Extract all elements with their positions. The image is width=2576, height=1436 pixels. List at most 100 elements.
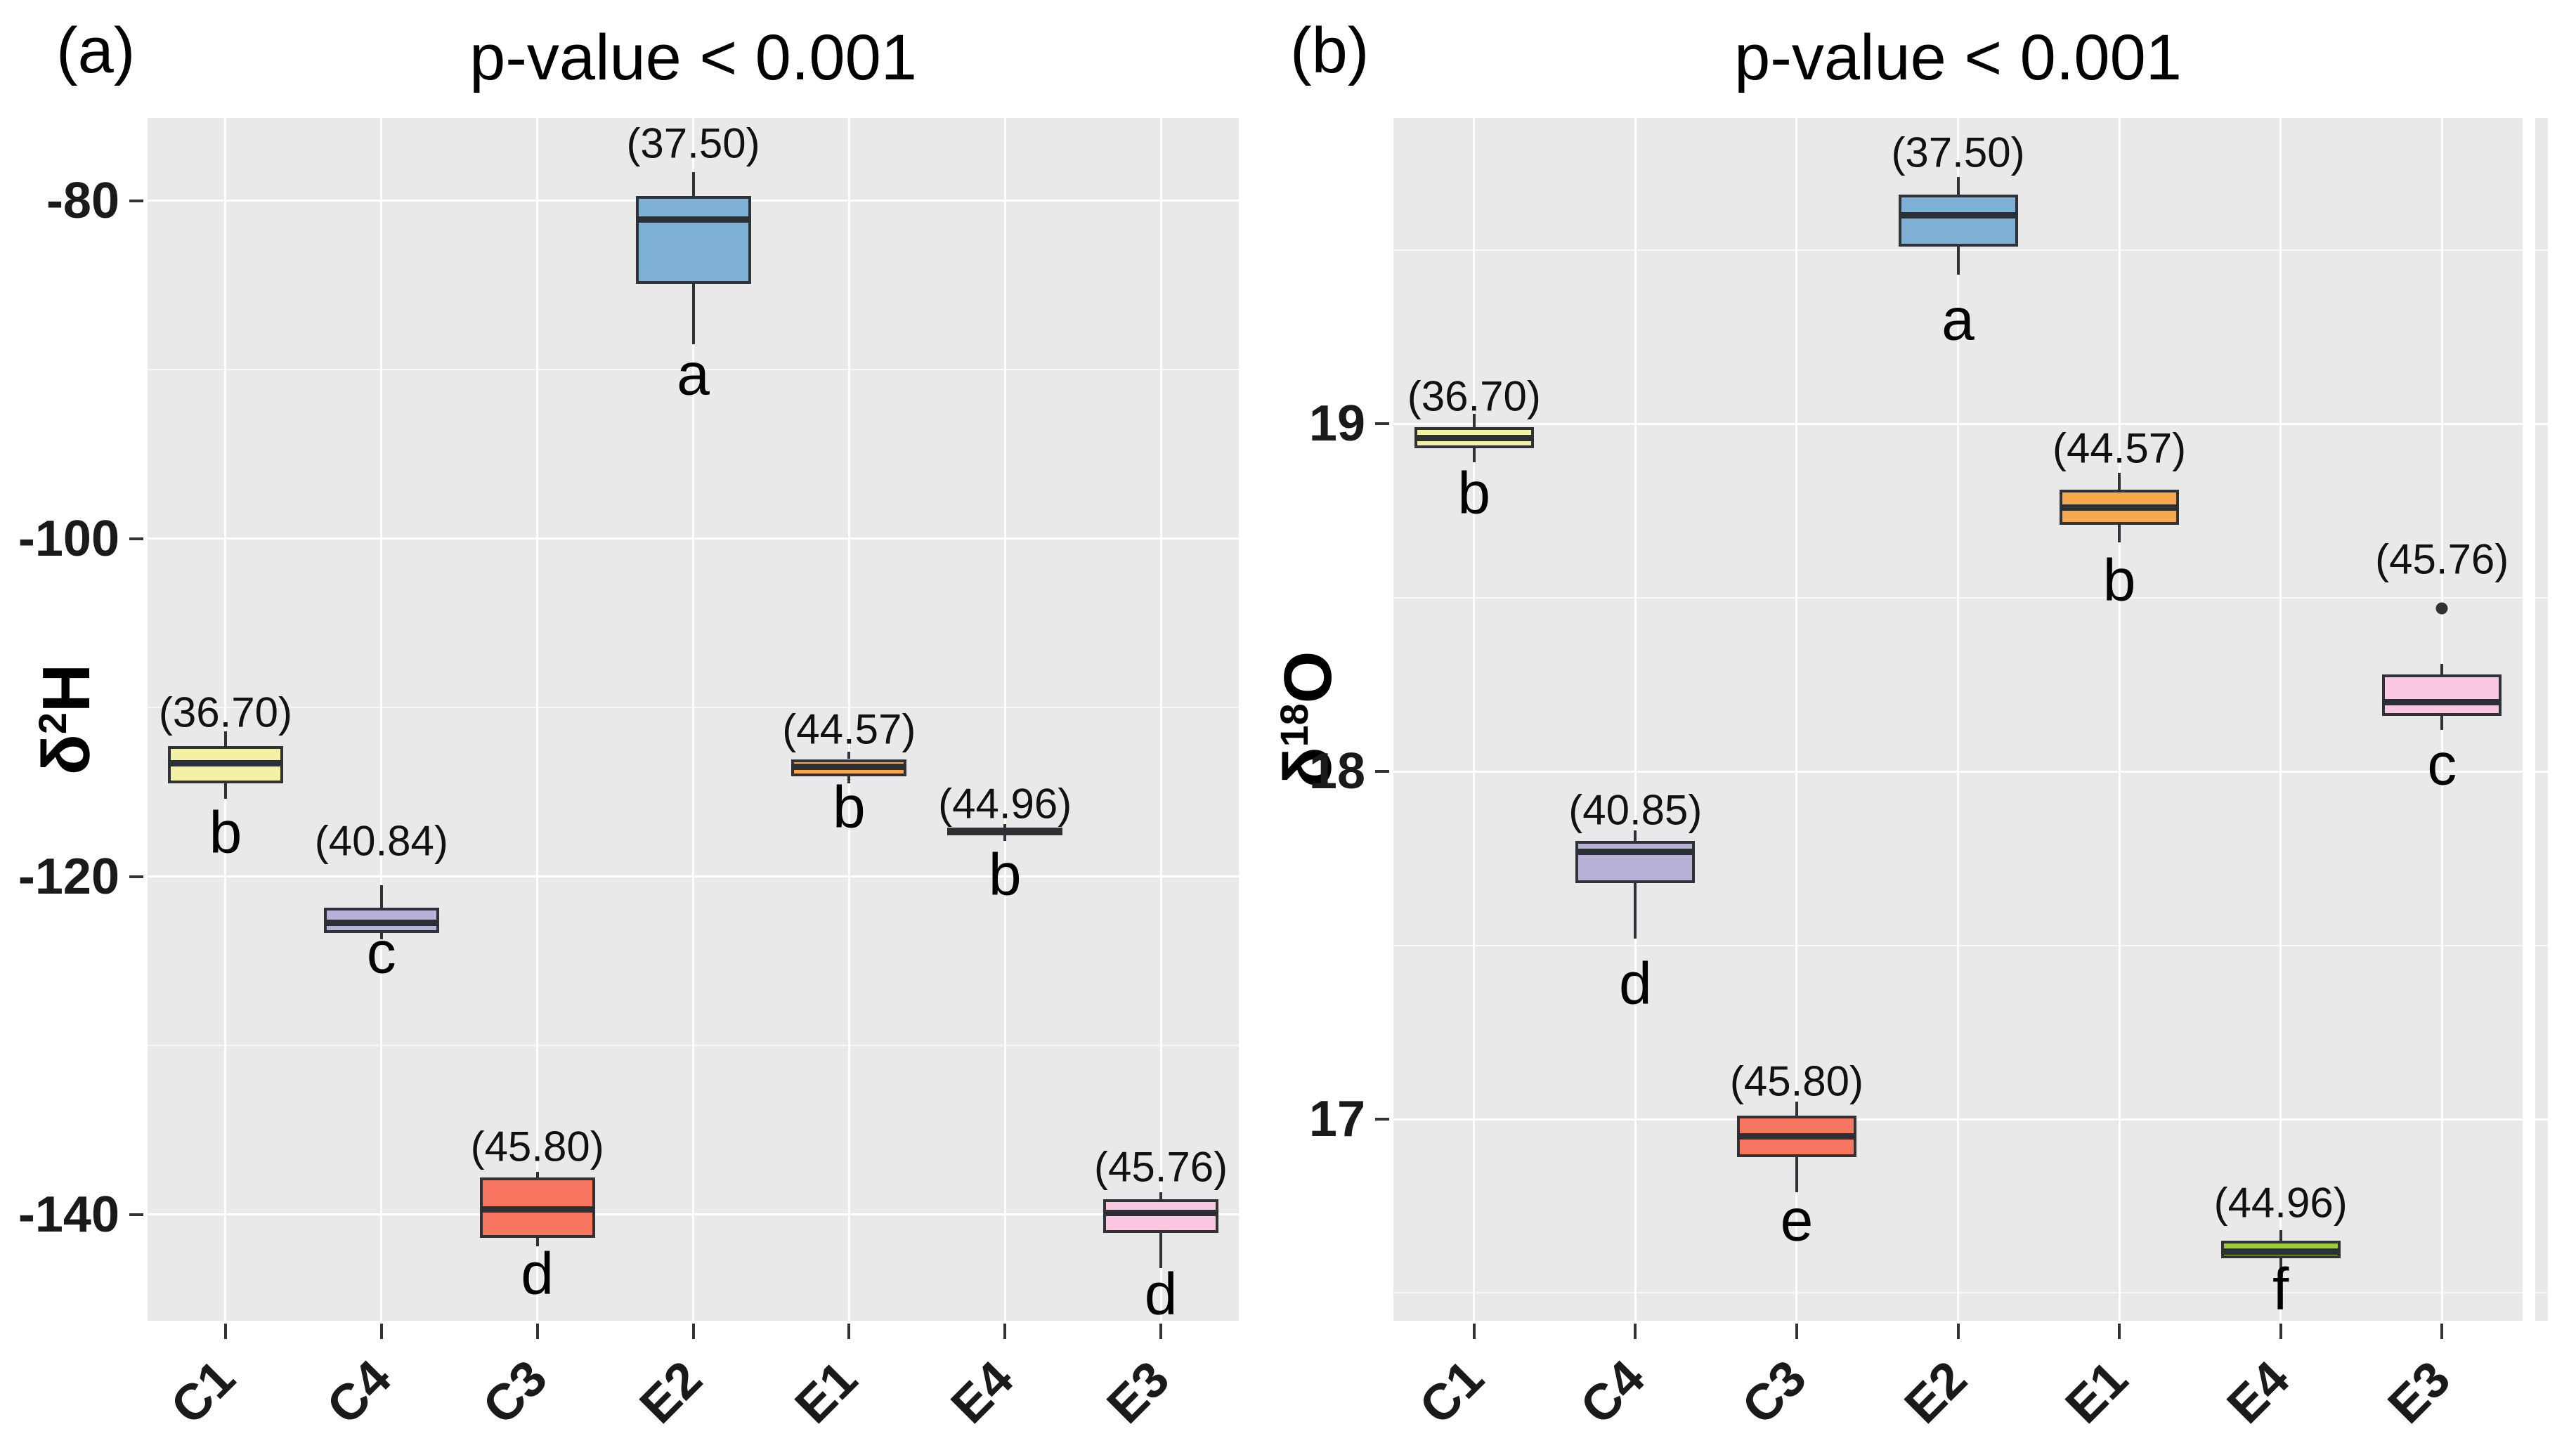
panel-b-vgrid-E4 (2279, 118, 2282, 1321)
panel-b-corner-label: (b) (1290, 15, 1370, 86)
panel-b-edge-grid-major-19 (2535, 422, 2548, 425)
panel-a-xtick-label-E3: E3 (1096, 1350, 1180, 1435)
panel-b-vgrid-C4 (1634, 118, 1637, 1321)
panel-b-median-E2 (1898, 212, 2018, 219)
panel-a-ytick-mark--100 (129, 537, 143, 540)
panel-a-ytick-mark--140 (129, 1213, 143, 1216)
panel-b-annotation-E3: (45.76) (2375, 535, 2509, 583)
panel-b-y-axis-title-suffix: O (1270, 651, 1346, 704)
panel-a-grid-minor--130 (148, 1045, 1239, 1047)
panel-a-ytick-mark--120 (129, 875, 143, 878)
panel-a-grid-major--140 (148, 1213, 1239, 1216)
panel-a-median-C1 (167, 760, 283, 767)
panel-b-xtick-label-C4: C4 (1570, 1350, 1656, 1435)
panel-b-grid-minor-17.5 (1393, 944, 2523, 946)
panel-b-annotation-C1: (36.70) (1407, 372, 1541, 420)
panel-a-letter-C1: b (209, 799, 242, 866)
panel-b-median-E4 (2220, 1248, 2341, 1255)
panel-a-vgrid-E3 (1159, 118, 1162, 1321)
panel-b-xtick-mark-E1 (2118, 1324, 2121, 1339)
panel-a-box-E2 (635, 195, 751, 284)
panel-b-grid-major-17 (1393, 1118, 2523, 1121)
panel-a-ytick-label--100: -100 (18, 510, 119, 567)
panel-a-annotation-E4: (44.96) (938, 780, 1072, 828)
panel-a-letter-E1: b (832, 774, 866, 840)
panel-a-ytick-label--120: -120 (18, 848, 119, 905)
panel-a-whisker-high-C4 (379, 885, 383, 908)
panel-b-box-E3 (2382, 674, 2502, 717)
panel-b-grid-minor-16.5 (1393, 1292, 2523, 1294)
panel-a-annotation-E1: (44.57) (782, 705, 916, 753)
panel-a-ytick-label--80: -80 (46, 172, 119, 229)
panel-b-median-C3 (1736, 1133, 1856, 1140)
panel-b-xtick-mark-C1 (1472, 1324, 1476, 1339)
panel-a-whisker-low-C4 (379, 933, 383, 939)
panel-a-vgrid-E4 (1003, 118, 1006, 1321)
panel-a-median-E2 (635, 216, 751, 223)
panel-b-xtick-label-E1: E1 (2055, 1350, 2139, 1435)
panel-a-median-E1 (791, 763, 907, 770)
panel-b-median-C4 (1575, 848, 1696, 855)
panel-a-letter-C4: c (366, 919, 396, 986)
panel-b-grid-minor-18.5 (1393, 596, 2523, 599)
panel-b-edge-grid-major-17 (2535, 1118, 2548, 1121)
panel-b-letter-C3: e (1780, 1187, 1814, 1253)
panel-a-median-C3 (479, 1206, 595, 1213)
panel-b-title: p-value < 0.001 (1734, 22, 2182, 93)
panel-a-xtick-label-C3: C3 (471, 1350, 558, 1435)
panel-b-whisker-low-E2 (1956, 247, 1960, 275)
panel-a-xtick-label-E2: E2 (629, 1350, 713, 1435)
panel-b-letter-E4: f (2272, 1255, 2289, 1322)
panel-b-xtick-label-C3: C3 (1731, 1350, 1817, 1435)
panel-a-median-E4 (947, 828, 1063, 835)
panel-a-letter-C3: d (521, 1240, 554, 1307)
panel-a-whisker-high-E1 (847, 751, 851, 759)
panel-b-edge-grid-minor-18.5 (2535, 596, 2548, 599)
panel-a-whisker-high-C1 (223, 731, 227, 747)
panel-b-grid-major-19 (1393, 422, 2523, 425)
panel-a-whisker-low-E1 (847, 776, 851, 784)
panel-a-whisker-high-E4 (1003, 824, 1007, 828)
panel-b-box-C4 (1575, 841, 1696, 883)
panel-b-whisker-low-C4 (1634, 882, 1637, 939)
panel-b-ytick-mark-19 (1375, 422, 1389, 426)
panel-b-letter-E1: b (2102, 547, 2136, 613)
panel-a-ytick-mark--80 (129, 199, 143, 202)
panel-a-xtick-mark-E3 (1159, 1324, 1163, 1339)
panel-b-letter-E2: a (1941, 286, 1975, 353)
panel-b-whisker-low-C3 (1795, 1157, 1798, 1192)
panel-b-whisker-low-E3 (2440, 716, 2444, 730)
panel-a-annotation-E3: (45.76) (1094, 1143, 1228, 1191)
panel-a-ytick-label--140: -140 (18, 1186, 119, 1243)
panel-a-whisker-high-E3 (1159, 1192, 1163, 1199)
panel-a-letter-E2: a (677, 341, 710, 407)
panel-b-letter-C4: d (1618, 950, 1652, 1017)
panel-a-y-axis-title-superscript: 2 (31, 712, 74, 735)
panel-b-median-E3 (2382, 698, 2502, 705)
panel-b-vgrid-E2 (1957, 118, 1959, 1321)
panel-a-xtick-mark-C1 (223, 1324, 227, 1339)
panel-b-ytick-label-18: 18 (1308, 743, 1365, 800)
panel-a-xtick-label-C4: C4 (316, 1350, 402, 1435)
panel-a-xtick-label-E4: E4 (940, 1350, 1024, 1435)
panel-a-xtick-mark-E2 (691, 1324, 695, 1339)
panel-b-vgrid-C1 (1473, 118, 1476, 1321)
panel-b-whisker-high-C3 (1795, 1102, 1798, 1116)
panel-b-y-axis-title-superscript: 18 (1273, 703, 1316, 748)
panel-b-ytick-label-17: 17 (1308, 1091, 1365, 1148)
panel-b-box-E2 (1898, 194, 2018, 247)
panel-b-xtick-mark-E2 (1956, 1324, 1960, 1339)
panel-a-vgrid-C4 (380, 118, 383, 1321)
panel-a-whisker-high-E2 (691, 171, 695, 196)
panel-b-xtick-mark-E4 (2279, 1324, 2282, 1339)
panel-a-annotation-C3: (45.80) (470, 1123, 604, 1170)
panel-b-xtick-label-E4: E4 (2216, 1350, 2301, 1435)
panel-b-xtick-mark-C4 (1634, 1324, 1637, 1339)
panel-a-grid-major--100 (148, 537, 1239, 540)
panel-a-xtick-mark-E1 (847, 1324, 851, 1339)
panel-b-ytick-label-19: 19 (1308, 396, 1365, 452)
panel-b-whisker-low-E1 (2118, 524, 2121, 542)
panel-b-letter-E3: c (2427, 731, 2457, 797)
panel-a-vgrid-E2 (692, 118, 694, 1321)
